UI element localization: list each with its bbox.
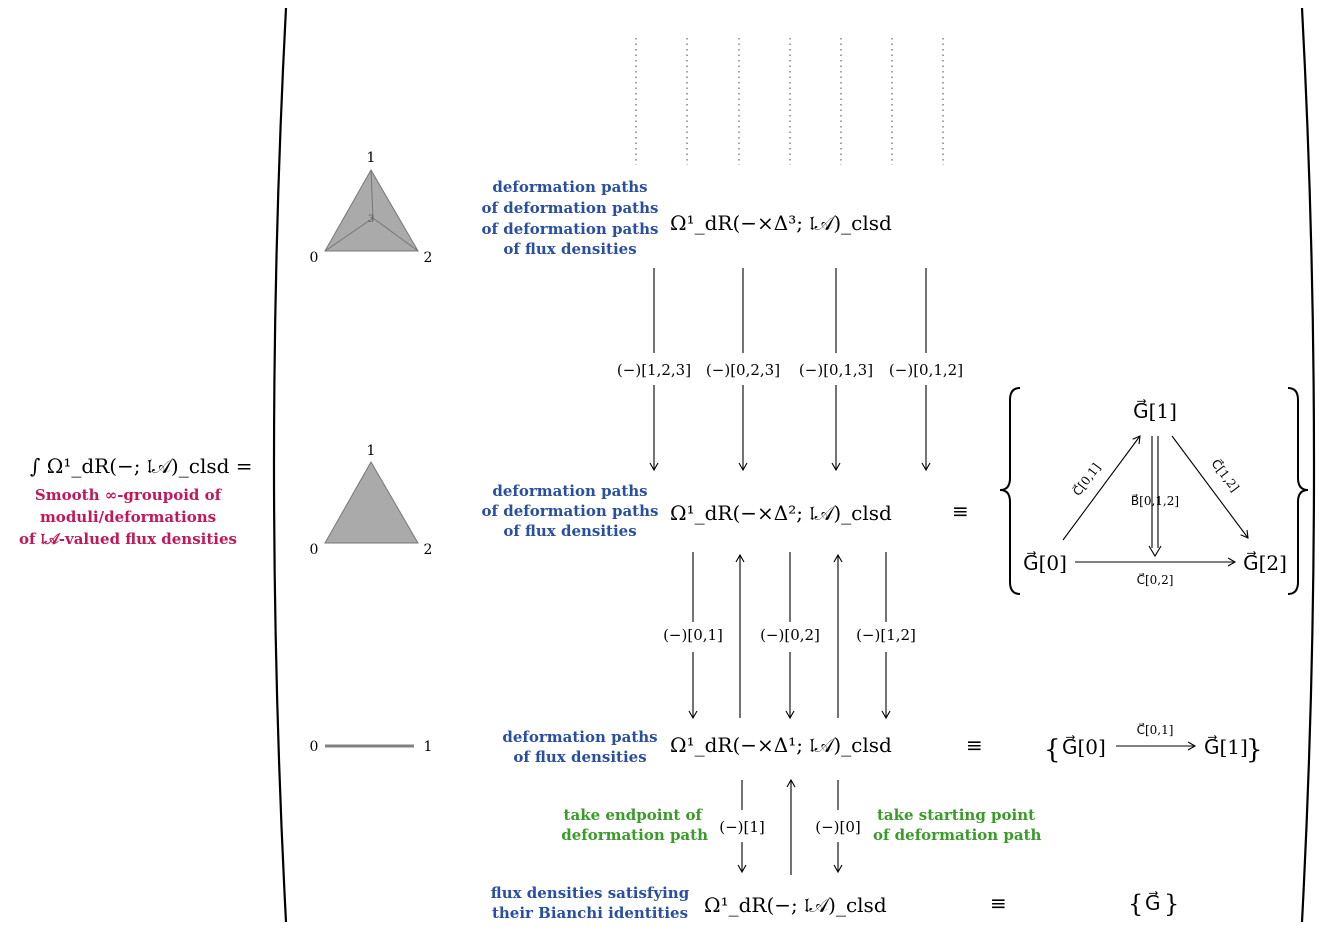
level-3-blue-3: of deformation paths <box>482 220 659 238</box>
simplex-3: 1 0 2 3 <box>310 150 433 266</box>
equiv-1: ≡ <box>966 733 983 757</box>
lhs-symbol: ∫ Ω¹_dR(−; 𝔩𝒜)_clsd = <box>30 454 253 478</box>
equiv-0: ≡ <box>990 891 1007 915</box>
rhs1-C01: C⃗[0,1] <box>1137 722 1174 737</box>
face-label-1: (−)[1] <box>719 818 765 836</box>
rhs2-C12: C⃗[1,2] <box>1209 456 1243 495</box>
level-1: deformation paths of flux densities Ω¹_d… <box>502 728 982 766</box>
rhs2-C02: C⃗[0,2] <box>1137 572 1174 587</box>
level-3: deformation paths of deformation paths o… <box>482 178 893 258</box>
face-label-023: (−)[0,2,3] <box>706 361 780 379</box>
rhs2-B012: B⃗[0,1,2] <box>1131 493 1179 508</box>
simplex-3-vertex-2: 2 <box>424 250 433 266</box>
level-1-formula: Ω¹_dR(−×Δ¹; 𝔩𝒜)_clsd <box>670 733 892 757</box>
simplex-3-vertex-1: 1 <box>367 150 376 166</box>
face-arrows-3-2 <box>649 268 931 472</box>
face-arrows-2-1 <box>688 552 891 720</box>
face-label-013: (−)[0,1,3] <box>799 361 873 379</box>
big-left-paren <box>272 7 288 923</box>
lhs: ∫ Ω¹_dR(−; 𝔩𝒜)_clsd = Smooth ∞-groupoid … <box>19 454 252 548</box>
simplex-2-vertex-2: 2 <box>424 542 433 558</box>
rhs1-G1: G⃗[1] <box>1204 734 1248 759</box>
lhs-caption-line-3: of 𝔩𝒜-valued flux densities <box>19 530 237 548</box>
lhs-caption-line-2: moduli/deformations <box>40 508 216 526</box>
rhs0-G: G⃗ <box>1145 890 1161 915</box>
level-3-formula: Ω¹_dR(−×Δ³; 𝔩𝒜)_clsd <box>670 211 892 235</box>
level-2-blue-2: of deformation paths <box>482 502 659 520</box>
lhs-caption-line-1: Smooth ∞-groupoid of <box>35 486 223 504</box>
level-0-blue-1: flux densities satisfying <box>491 884 690 902</box>
face-label-0: (−)[0] <box>815 818 861 836</box>
rhs0-brace-right: } <box>1164 890 1179 918</box>
simplex-3-vertex-3: 3 <box>368 214 374 225</box>
rhs2-G0: G⃗[0] <box>1023 550 1067 575</box>
face-arrows-1-0 <box>737 778 843 875</box>
equiv-2: ≡ <box>952 499 969 523</box>
simplex-1-vertex-1: 1 <box>424 739 433 755</box>
green-right-2: of deformation path <box>873 826 1042 844</box>
dotted-continuation <box>635 38 944 165</box>
level-3-blue-2: of deformation paths <box>482 199 659 217</box>
face-label-01: (−)[0,1] <box>663 626 723 644</box>
rhs-0: { G⃗ } <box>1128 890 1179 918</box>
face-label-12: (−)[1,2] <box>856 626 916 644</box>
simplex-2-vertex-0: 0 <box>310 542 319 558</box>
level-2-blue-1: deformation paths <box>492 482 647 500</box>
green-right-1: take starting point <box>877 806 1035 824</box>
green-left-1: take endpoint of <box>564 806 704 824</box>
level-2: deformation paths of deformation paths o… <box>482 482 969 540</box>
simplex-1-vertex-0: 0 <box>310 739 319 755</box>
level-2-blue-3: of flux densities <box>503 522 636 540</box>
simplex-2-vertex-1: 1 <box>367 443 376 459</box>
level-2-formula: Ω¹_dR(−×Δ²; 𝔩𝒜)_clsd <box>670 501 892 525</box>
level-3-blue-1: deformation paths <box>492 178 647 196</box>
rhs1-G0: G⃗[0] <box>1062 734 1106 759</box>
level-3-blue-4: of flux densities <box>503 240 636 258</box>
big-right-paren <box>1300 7 1316 923</box>
rhs1-brace-left: { <box>1044 735 1061 765</box>
rhs-1: { G⃗[0] C⃗[0,1] G⃗[1] } <box>1044 722 1263 765</box>
rhs2-G2: G⃗[2] <box>1243 550 1287 575</box>
simplex-1: 0 1 <box>310 739 433 755</box>
green-labels: take endpoint of deformation path take s… <box>561 806 1041 844</box>
level-1-blue-1: deformation paths <box>502 728 657 746</box>
level-0-formula: Ω¹_dR(−; 𝔩𝒜)_clsd <box>704 893 887 917</box>
rhs-2: G⃗[1] G⃗[0] G⃗[2] C⃗[0,1] C⃗[1,2] B⃗[0,1… <box>999 387 1309 595</box>
green-left-2: deformation path <box>561 826 708 844</box>
rhs1-brace-right: } <box>1246 735 1263 765</box>
simplex-3-vertex-0: 0 <box>310 250 319 266</box>
level-0-blue-2: their Bianchi identities <box>492 904 688 922</box>
rhs2-G1: G⃗[1] <box>1133 398 1177 423</box>
face-label-012: (−)[0,1,2] <box>889 361 963 379</box>
rhs0-brace-left: { <box>1128 890 1143 918</box>
simplex-2: 1 0 2 <box>310 443 433 558</box>
face-label-02: (−)[0,2] <box>760 626 820 644</box>
level-0: flux densities satisfying their Bianchi … <box>491 884 1007 922</box>
face-label-123: (−)[1,2,3] <box>617 361 691 379</box>
level-1-blue-2: of flux densities <box>513 748 646 766</box>
